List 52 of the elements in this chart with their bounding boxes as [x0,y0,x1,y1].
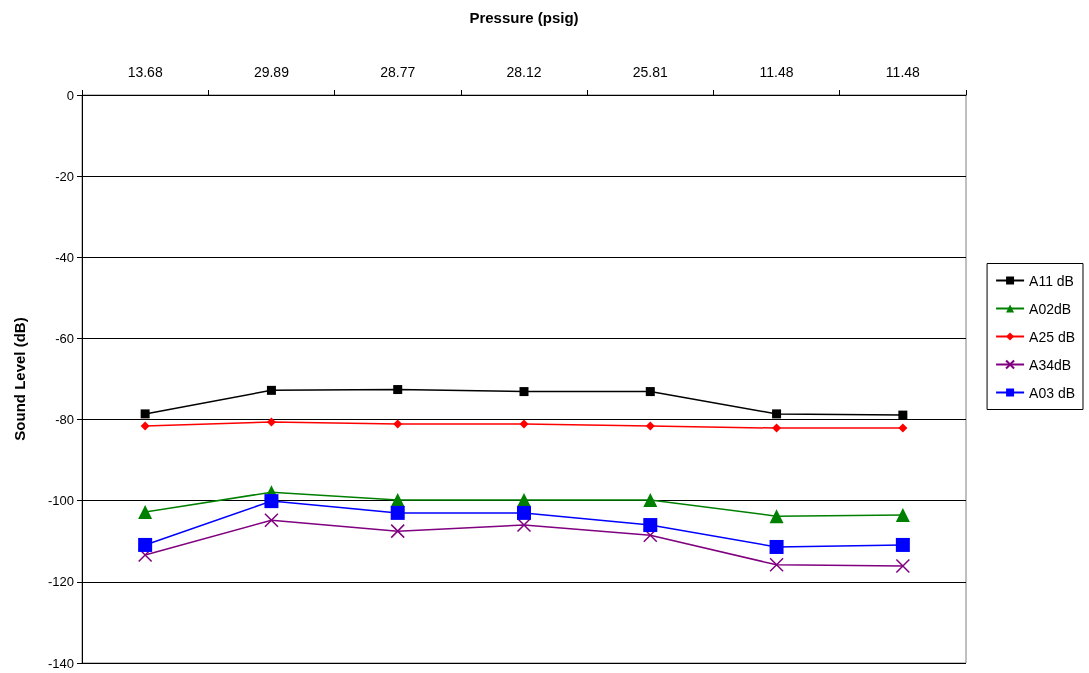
point [516,517,532,533]
point [898,423,908,433]
point [264,494,279,509]
point [643,492,658,507]
y-tick-label: 0 [66,87,74,103]
point [769,539,784,554]
point [772,423,782,433]
point [898,410,908,420]
y-tick-label: -20 [55,168,74,184]
x-tick-label: 11.48 [759,64,794,80]
point [138,505,153,520]
y-tick-label: -40 [55,249,74,265]
y-tick-label: -140 [47,655,74,671]
x-tick-label: 29.89 [253,64,290,80]
y-tick-label: -60 [55,330,74,346]
point [895,507,910,522]
point [772,409,782,419]
y-tick-label: -120 [47,574,74,590]
legend-label: A02dB [1029,300,1072,317]
point [519,419,529,429]
point [519,387,529,397]
point [390,505,405,520]
x-tick-label: 28.77 [380,64,416,80]
point [393,385,403,395]
point [264,512,279,528]
point [393,419,403,429]
point [140,421,150,431]
point [895,558,911,574]
x-tick-label: 25.81 [632,64,669,80]
y-tick-label: -100 [47,493,74,509]
y-axis-title: Sound Level (dB) [11,317,28,441]
point [645,421,655,431]
legend-label: A11 dB [1029,272,1074,289]
point [643,518,658,533]
legend-label: A34dB [1029,356,1072,373]
point [266,385,276,395]
point [769,557,784,573]
y-tick-label: -80 [55,412,74,428]
point [517,505,531,520]
point [138,537,153,552]
x-axis-title: Pressure (psig) [469,9,579,26]
point [266,417,276,427]
x-tick-label: 11.48 [885,64,921,80]
point [140,409,150,419]
x-tick-label: 28.12 [506,64,542,80]
point [769,509,784,524]
point [390,523,405,539]
x-tick-label: 13.68 [127,64,163,80]
legend-label: A25 dB [1029,328,1076,345]
legend-label: A03 dB [1029,384,1076,401]
point [645,387,655,397]
point [895,537,910,552]
